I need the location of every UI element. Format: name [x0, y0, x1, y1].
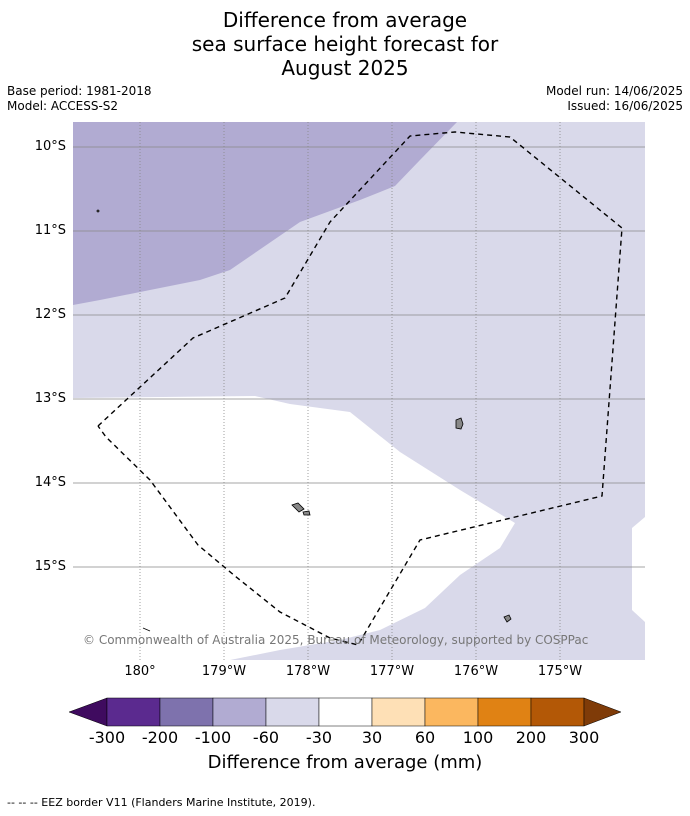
map-area — [73, 122, 645, 660]
island-south-east — [503, 614, 512, 623]
lon-label: 177°W — [369, 664, 415, 679]
eez-legend-footer: -- -- -- EEZ border V11 (Flanders Marine… — [7, 796, 316, 809]
colorbar-label: Difference from average (mm) — [207, 752, 483, 773]
islet-south-west — [142, 627, 151, 632]
gridlines — [73, 122, 645, 660]
lat-label: 10°S — [34, 139, 66, 154]
issued-date: Issued: 16/06/2025 — [567, 99, 683, 113]
colorbar-segment — [106, 697, 161, 727]
colorbar-extend-low — [68, 697, 108, 727]
base-period: Base period: 1981-2018 — [7, 84, 152, 98]
colorbar-segment — [371, 697, 426, 727]
colorbar-tick: -30 — [305, 728, 333, 747]
lon-label: 175°W — [537, 664, 583, 679]
colorbar-tick: -60 — [252, 728, 280, 747]
colorbar-extend-high — [583, 697, 622, 727]
lat-label: 14°S — [34, 475, 66, 490]
colorbar-tick: -300 — [88, 728, 126, 747]
colorbar-tick: 30 — [361, 728, 383, 747]
lon-label: 180° — [124, 664, 156, 679]
model-name: Model: ACCESS-S2 — [7, 99, 119, 113]
meta-right: Model run: 14/06/2025 Issued: 16/06/2025 — [546, 84, 683, 114]
anomaly-region-neutral-east — [632, 517, 645, 622]
colorbar-tick: 300 — [568, 728, 600, 747]
island-futuna — [291, 502, 305, 513]
lat-label: 11°S — [34, 223, 66, 238]
colorbar-segment — [265, 697, 320, 727]
lat-label: 15°S — [34, 559, 66, 574]
chart-title: Difference from average sea surface heig… — [0, 8, 690, 80]
lat-label: 12°S — [34, 307, 66, 322]
lon-label: 179°W — [201, 664, 247, 679]
copyright-notice: © Commonwealth of Australia 2025, Bureau… — [83, 633, 589, 647]
title-line-3: August 2025 — [281, 56, 409, 80]
anomaly-region-medium-purple — [73, 122, 457, 305]
eez-border — [97, 131, 623, 646]
island-alofi — [302, 510, 311, 516]
island-wallis — [455, 417, 464, 430]
meta-left: Base period: 1981-2018 Model: ACCESS-S2 — [7, 84, 152, 114]
colorbar-segment — [318, 697, 373, 727]
anomaly-region-neutral — [73, 396, 515, 660]
colorbar-tick: 200 — [515, 728, 547, 747]
title-line-2: sea surface height forecast for — [191, 32, 499, 56]
colorbar-tick: -100 — [194, 728, 232, 747]
colorbar-segment — [159, 697, 214, 727]
islet-north-west — [96, 209, 100, 213]
lon-label: 178°W — [285, 664, 331, 679]
title-line-1: Difference from average — [222, 8, 468, 32]
land-masses — [96, 209, 512, 632]
colorbar-segment — [424, 697, 479, 727]
lon-label: 176°W — [453, 664, 499, 679]
colorbar-segment — [212, 697, 267, 727]
colorbar-tick: 100 — [462, 728, 494, 747]
lat-label: 13°S — [34, 391, 66, 406]
colorbar-tick: 60 — [414, 728, 436, 747]
model-run: Model run: 14/06/2025 — [545, 84, 683, 98]
colorbar-tick: -200 — [141, 728, 179, 747]
colorbar-segment — [477, 697, 532, 727]
colorbar-segment — [530, 697, 585, 727]
